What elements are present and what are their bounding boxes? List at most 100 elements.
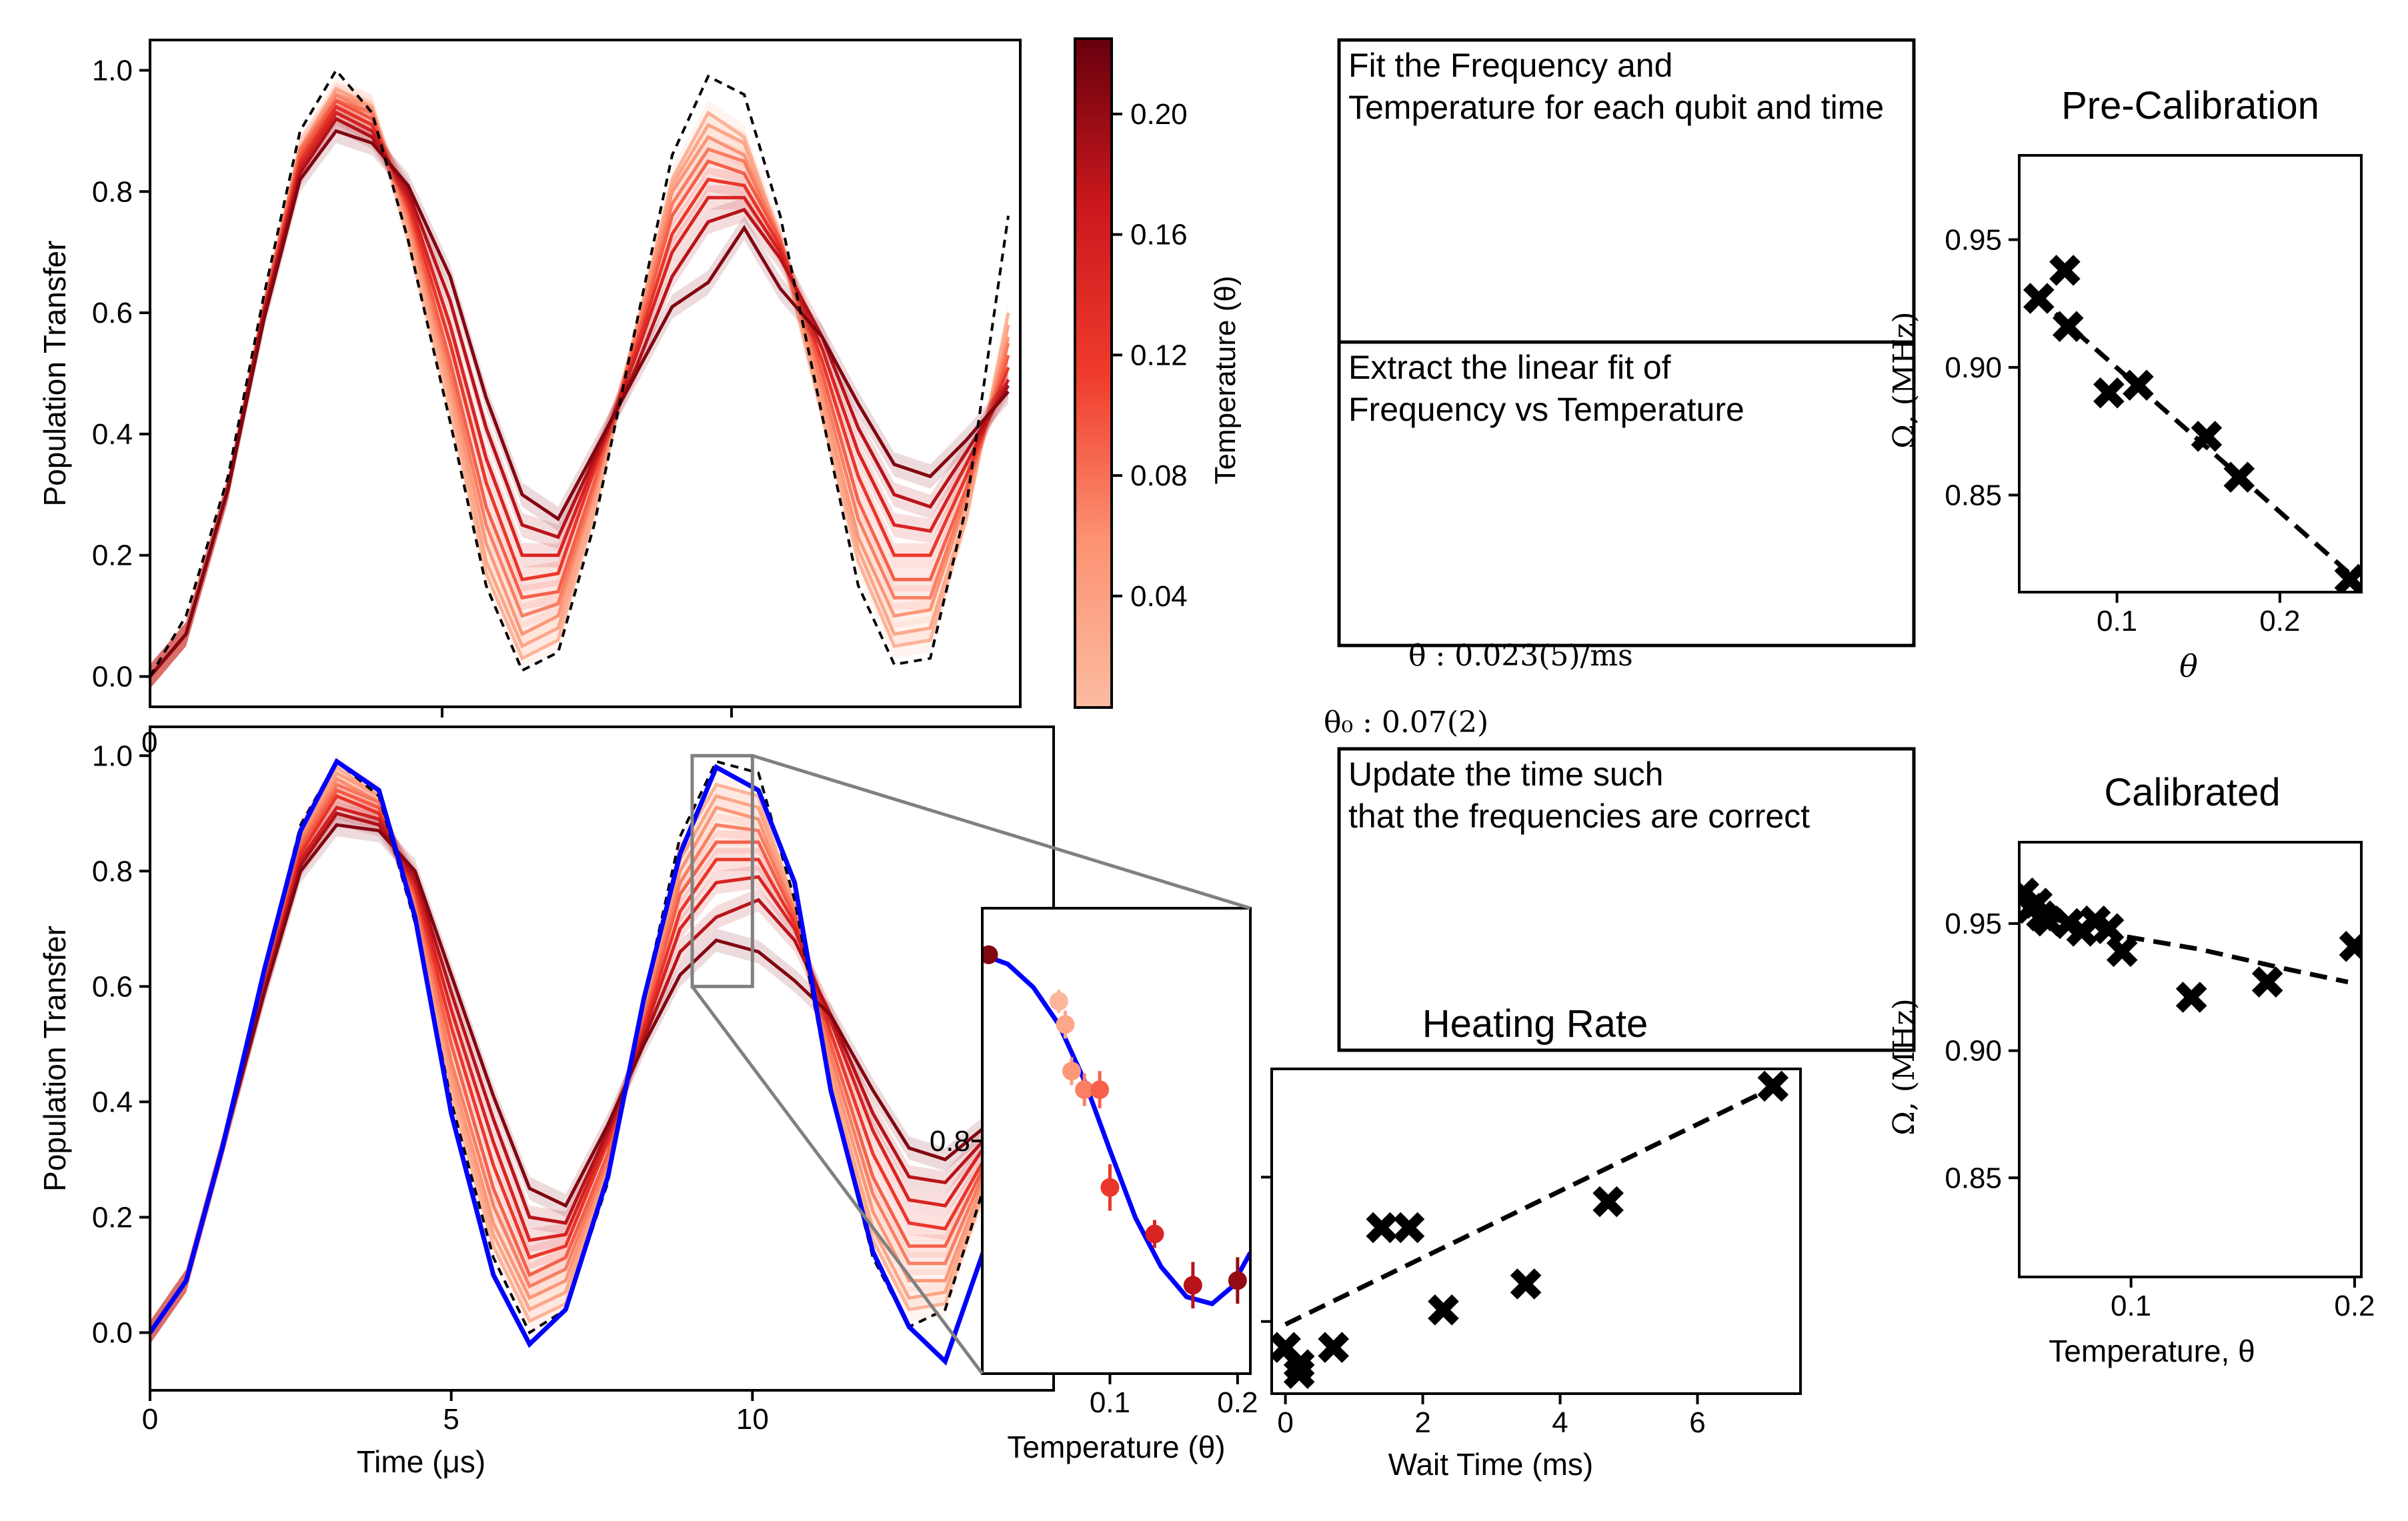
inset-point xyxy=(1075,1080,1094,1100)
step-box xyxy=(1337,340,1916,647)
calib-xtick-label: 0.2 xyxy=(2334,1290,2375,1322)
inset-group xyxy=(982,945,1250,1309)
inset-point xyxy=(1145,1224,1164,1244)
zoom-window-rect xyxy=(690,753,754,988)
cal-ytick-label: 0.6 xyxy=(92,970,133,1003)
heat-point xyxy=(1366,1212,1398,1244)
precal-ytick-label: 0.90 xyxy=(1945,351,2002,384)
heat-background xyxy=(1272,1069,1800,1394)
heat-point xyxy=(1283,1358,1315,1390)
heat-xlabel: Wait Time (ms) xyxy=(1388,1447,1594,1482)
colorbar-bar xyxy=(1074,37,1113,709)
heat-point xyxy=(1510,1268,1542,1300)
calib-point xyxy=(2339,931,2361,962)
process-steps: Fit the Frequency and Temperature for ea… xyxy=(1337,38,1916,1052)
inset-point xyxy=(1056,1015,1075,1034)
calibrated-frequency-plot: 0.1 0.2 0.85 0.90 0.95 Calibrated Temperature,… xyxy=(1887,771,2375,1368)
raw-series-line xyxy=(150,129,1010,678)
calib-xtick-label: 0.1 xyxy=(2111,1290,2151,1322)
precal-axes-frame xyxy=(2018,154,2363,593)
cal-ytick-label: 0.8 xyxy=(92,855,133,888)
inset-fit-curve xyxy=(982,952,1250,1307)
calib-title: Calibrated xyxy=(2104,771,2280,814)
precal-point xyxy=(2049,255,2081,286)
step-text-line2: Frequency vs Temperature xyxy=(1348,391,1744,428)
precal-ylabel: Ω, (MHz) xyxy=(1887,311,1921,448)
heat-point xyxy=(1757,1070,1789,1102)
heat-xtick-label: 2 xyxy=(1414,1406,1430,1439)
heat-group xyxy=(1272,1070,1789,1390)
heat-fit-line xyxy=(1284,1085,1774,1327)
pre-calibration-plot: 0.1 0.2 0.85 0.90 0.95 Pre-Calibration θ Ω, (MH… xyxy=(1887,84,2363,684)
heat-point xyxy=(1428,1294,1459,1326)
step-box xyxy=(1337,38,1916,344)
step-text-line2: Temperature for each qubit and time xyxy=(1348,89,1884,126)
cal-xtick-label: 0 xyxy=(142,1403,158,1436)
cal-error-band xyxy=(150,767,1024,1344)
calib-axes-frame xyxy=(2018,841,2363,1278)
step-text-line1: Extract the linear fit of xyxy=(1348,349,1671,386)
precal-point xyxy=(2023,283,2055,314)
colorbar-tick-label: 0.20 xyxy=(1130,98,1188,131)
colorbar-label: Temperature (θ) xyxy=(1209,275,1242,484)
temperature-colorbar: 0.04 0.08 0.12 0.16 0.20 Temperature (θ) xyxy=(1074,37,1242,709)
inset-background xyxy=(982,908,1250,1374)
zoom-connector xyxy=(752,753,1251,910)
precal-xlabel: θ xyxy=(2179,648,2198,684)
inset-point xyxy=(1228,1271,1247,1290)
cal-ytick-label: 0.0 xyxy=(92,1316,133,1349)
inset-xtick-label: 0.1 xyxy=(1090,1386,1130,1419)
precal-group xyxy=(2023,255,2361,592)
calib-point xyxy=(2093,913,2125,944)
precal-xtick-label: 0.1 xyxy=(2097,605,2137,637)
precal-ytick-label: 0.95 xyxy=(1945,223,2002,256)
colorbar-tick-label: 0.04 xyxy=(1130,580,1188,613)
colorbar-tick-label: 0.12 xyxy=(1130,339,1188,371)
raw-ytick-label: 0.2 xyxy=(92,539,133,572)
raw-axes-frame xyxy=(149,39,1022,708)
calib-ytick-label: 0.95 xyxy=(1945,908,2002,940)
step-box xyxy=(1337,747,1916,1052)
calib-group xyxy=(2019,877,2361,1013)
precal-point xyxy=(2052,311,2084,342)
calib-point xyxy=(2106,936,2138,968)
rate-text: θ̇ : 0.023(5)/ms xyxy=(1408,639,1633,673)
heat-title: Heating Rate xyxy=(1422,1002,1648,1046)
calib-point xyxy=(2251,966,2283,998)
colorbar-tick-label: 0.08 xyxy=(1130,459,1188,492)
heating-rate-plot: 0 2 4 6 Heating Rate Wait Time (ms) xyxy=(1261,1002,1802,1482)
inset-point xyxy=(1049,992,1068,1011)
calib-ylabel: Ω, (MHz) xyxy=(1887,998,1921,1135)
heat-xtick-label: 6 xyxy=(1689,1406,1705,1439)
cal-ytick-label: 1.0 xyxy=(92,739,133,772)
cal-ytick-label: 0.2 xyxy=(92,1201,133,1234)
offset-text: θ₀ : 0.07(2) xyxy=(1324,705,1488,739)
raw-ytick-label: 0.8 xyxy=(92,175,133,208)
heat-point xyxy=(1592,1186,1624,1218)
calib-ytick-label: 0.85 xyxy=(1945,1162,2002,1194)
inset-xtick-label: 0.2 xyxy=(1217,1386,1258,1419)
inset-point xyxy=(1183,1276,1202,1295)
precal-point xyxy=(2191,421,2223,452)
colorbar-tick-label: 0.16 xyxy=(1130,219,1188,251)
inset-point xyxy=(1100,1178,1120,1197)
cal-ylabel: Population Transfer xyxy=(37,926,72,1192)
step-text-line1: Fit the Frequency and xyxy=(1348,47,1672,84)
precal-ytick-label: 0.85 xyxy=(1945,479,2002,511)
heat-point xyxy=(1283,1349,1315,1381)
calibrated-population-plot: 0 5 10 0.0 0.2 0.4 0.6 0.8 1.0 Time (μs) Populatio… xyxy=(37,725,1055,1479)
heat-xtick-label: 0 xyxy=(1277,1406,1293,1439)
heat-point xyxy=(1393,1212,1425,1244)
cal-series-line xyxy=(150,823,1025,1334)
precal-title: Pre-Calibration xyxy=(2061,84,2319,127)
zoom-inset-plot: 0.1 0.2 0.8 Temperature (θ) xyxy=(930,907,1258,1464)
raw-ytick-label: 0.4 xyxy=(92,418,133,451)
raw-ylabel: Population Transfer xyxy=(37,241,72,507)
step-text-line1: Update the time such xyxy=(1348,755,1664,793)
cal-series-group xyxy=(150,755,1026,1366)
inset-ytick-label: 0.8 xyxy=(930,1125,970,1158)
step-text-line2: that the frequencies are correct xyxy=(1348,798,1810,835)
raw-ytick-label: 1.0 xyxy=(92,54,133,87)
calib-ytick-label: 0.90 xyxy=(1945,1035,2002,1068)
